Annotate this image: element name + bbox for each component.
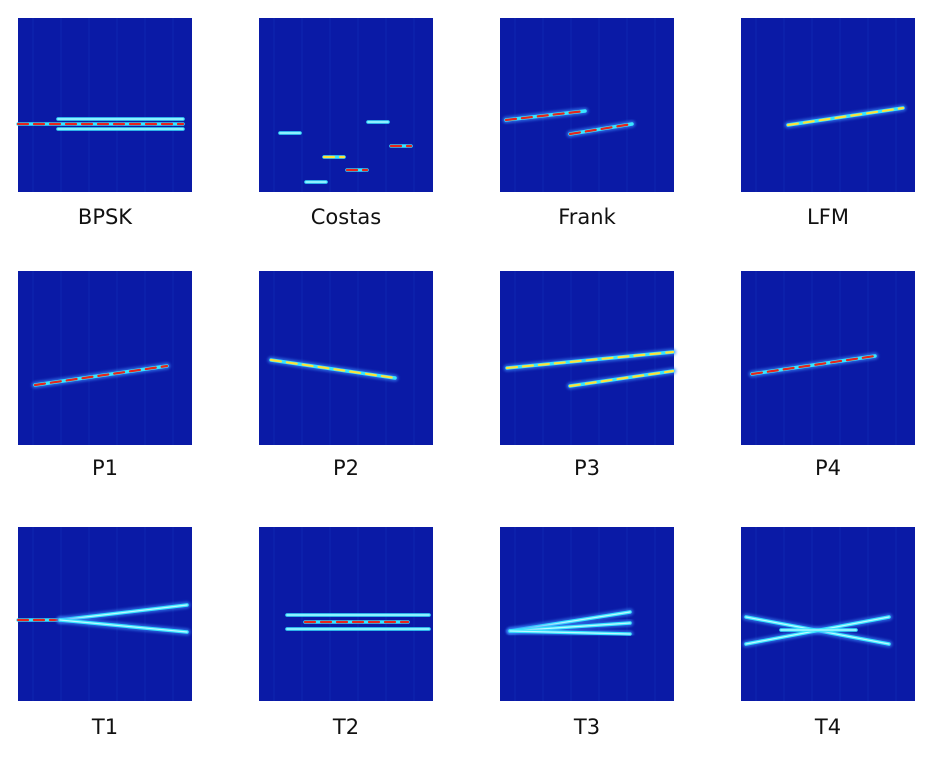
panel: [741, 527, 915, 701]
streak-core: [505, 350, 675, 370]
streak-core: [786, 106, 905, 127]
panel: [741, 271, 915, 445]
panel-label: T4: [814, 715, 841, 739]
spectrogram: [18, 18, 192, 192]
panel: [500, 527, 674, 701]
spectrogram: [500, 527, 674, 701]
panel-label: T2: [332, 715, 359, 739]
spectrogram: [500, 18, 674, 192]
panel: [259, 527, 433, 701]
streak-core: [59, 604, 188, 621]
panel: [741, 18, 915, 192]
spectrogram: [18, 271, 192, 445]
panel: [14, 18, 192, 192]
spectrogram: [259, 18, 433, 192]
panel-label: P4: [815, 456, 841, 480]
panel-label: P1: [92, 456, 118, 480]
panel-label: T1: [91, 715, 118, 739]
panel-label: T3: [573, 715, 600, 739]
spectrogram: [741, 18, 915, 192]
panel: [14, 527, 192, 701]
panel: [18, 271, 192, 445]
streak-core: [33, 364, 169, 387]
spectrogram: [259, 271, 433, 445]
spectrogram: [741, 527, 915, 701]
streak-core: [568, 369, 675, 388]
streak-core: [504, 109, 587, 122]
streak-core: [568, 122, 634, 136]
panel-label: BPSK: [78, 205, 133, 229]
panel-label: LFM: [807, 205, 849, 229]
streak-core: [509, 630, 631, 635]
panel: [259, 18, 433, 192]
panel: [500, 18, 674, 192]
streak-core: [750, 354, 877, 376]
panel-label: P3: [574, 456, 600, 480]
streak-core: [269, 358, 397, 380]
panel-label: P2: [333, 456, 359, 480]
panel: [259, 271, 433, 445]
panel: [500, 271, 677, 445]
streak-core: [59, 619, 188, 633]
spectrogram: [741, 271, 915, 445]
panel-label: Frank: [558, 205, 616, 229]
panel-label: Costas: [311, 205, 382, 229]
